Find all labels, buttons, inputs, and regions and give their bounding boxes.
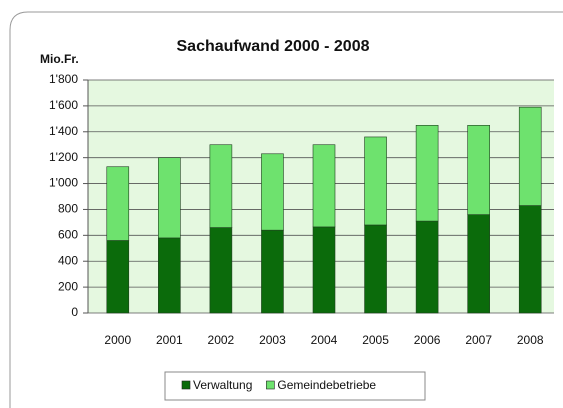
legend-swatch xyxy=(181,380,191,390)
bar-segment xyxy=(209,144,233,228)
bar-segment xyxy=(518,205,542,314)
y-tick-label: 200 xyxy=(58,279,78,293)
x-tick-label: 2003 xyxy=(259,333,286,347)
x-tick-label: 2005 xyxy=(362,333,389,347)
bar-segment xyxy=(261,153,284,231)
bar-segment xyxy=(364,224,387,314)
bar-segment xyxy=(415,220,439,314)
bar-segment xyxy=(261,229,284,314)
y-tick-label: 1'000 xyxy=(49,176,78,190)
legend-swatch xyxy=(266,380,275,390)
x-tick-label: 2008 xyxy=(517,333,544,347)
legend-label: Verwaltung xyxy=(193,378,252,392)
x-tick-label: 2001 xyxy=(156,333,183,347)
x-tick-label: 2004 xyxy=(311,333,338,347)
bar-segment xyxy=(518,106,542,206)
bar-segment xyxy=(158,157,181,239)
x-tick-label: 2000 xyxy=(104,333,131,347)
bar-segment xyxy=(467,214,490,314)
y-tick-label: 800 xyxy=(58,202,78,216)
bar-segment xyxy=(312,144,336,228)
y-tick-label: 1'200 xyxy=(49,150,78,164)
bar-segment xyxy=(312,226,336,314)
bar-segment xyxy=(364,136,387,226)
y-tick-label: 1'600 xyxy=(49,98,78,112)
y-tick-label: 400 xyxy=(58,253,78,267)
y-axis-label: Mio.Fr. xyxy=(40,52,79,66)
frame xyxy=(9,11,563,408)
y-tick-label: 1'400 xyxy=(49,124,78,138)
y-tick-label: 600 xyxy=(58,228,78,242)
y-tick-label: 0 xyxy=(71,305,78,319)
bar-segment xyxy=(106,166,130,241)
legend-label: Gemeindebetriebe xyxy=(277,378,376,392)
bar-segment xyxy=(158,237,181,314)
x-tick-label: 2006 xyxy=(414,333,441,347)
x-tick-label: 2002 xyxy=(208,333,235,347)
x-tick-label: 2007 xyxy=(465,333,492,347)
legend-box xyxy=(164,371,426,401)
bar-segment xyxy=(209,227,233,314)
bar-segment xyxy=(415,125,439,222)
bar-segment xyxy=(467,125,490,215)
bar-segment xyxy=(106,240,130,314)
y-tick-label: 1'800 xyxy=(49,72,78,86)
chart-title: Sachaufwand 2000 - 2008 xyxy=(177,38,370,55)
